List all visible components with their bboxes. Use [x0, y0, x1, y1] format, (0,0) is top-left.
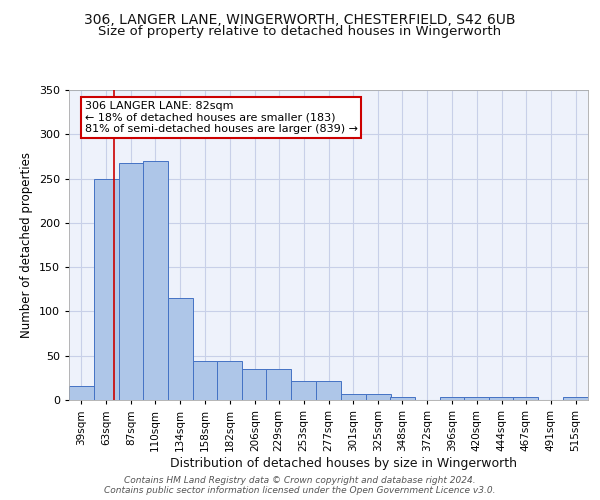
Bar — [464, 398, 490, 400]
Text: 306, LANGER LANE, WINGERWORTH, CHESTERFIELD, S42 6UB: 306, LANGER LANE, WINGERWORTH, CHESTERFI… — [84, 12, 516, 26]
Bar — [390, 398, 415, 400]
Bar — [193, 361, 217, 400]
Bar — [490, 398, 514, 400]
Bar — [366, 394, 391, 400]
Bar — [316, 380, 341, 400]
Bar — [440, 398, 464, 400]
Bar — [143, 161, 167, 400]
Bar — [513, 398, 538, 400]
Bar — [266, 369, 291, 400]
Bar — [217, 361, 242, 400]
Bar — [242, 369, 267, 400]
Text: Contains HM Land Registry data © Crown copyright and database right 2024.
Contai: Contains HM Land Registry data © Crown c… — [104, 476, 496, 495]
Text: 306 LANGER LANE: 82sqm
← 18% of detached houses are smaller (183)
81% of semi-de: 306 LANGER LANE: 82sqm ← 18% of detached… — [85, 101, 358, 134]
Bar — [563, 398, 588, 400]
Text: Distribution of detached houses by size in Wingerworth: Distribution of detached houses by size … — [170, 458, 517, 470]
Bar — [291, 380, 316, 400]
Bar — [341, 394, 366, 400]
Y-axis label: Number of detached properties: Number of detached properties — [20, 152, 33, 338]
Bar — [69, 386, 94, 400]
Bar — [167, 298, 193, 400]
Bar — [94, 178, 119, 400]
Bar — [119, 162, 144, 400]
Text: Size of property relative to detached houses in Wingerworth: Size of property relative to detached ho… — [98, 25, 502, 38]
